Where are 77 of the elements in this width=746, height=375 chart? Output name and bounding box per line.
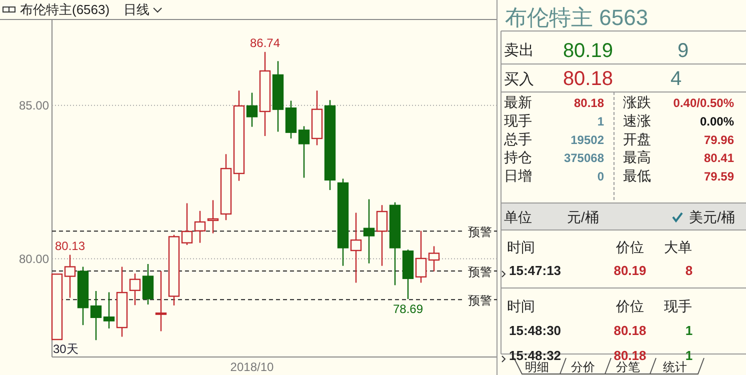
text: 卖出 — [504, 42, 534, 59]
text: 15:48:32 — [509, 348, 562, 363]
text: 持仓 — [504, 149, 532, 166]
text: 1 — [685, 348, 693, 363]
text: 美元/桶 — [689, 209, 735, 225]
text: 80.18 — [614, 323, 646, 338]
candlestick — [129, 272, 141, 306]
text: 1 — [597, 114, 604, 128]
annotation: 30天 — [53, 342, 78, 356]
x-tick-label: 2018/10 — [230, 360, 274, 374]
text: 80.19 — [562, 40, 613, 62]
annotation: 86.74 — [250, 36, 280, 50]
text: 分价 — [571, 360, 595, 374]
text: 15:47:13 — [509, 263, 562, 278]
text: 0.40/0.50% — [673, 96, 734, 110]
text: 80.18 — [614, 348, 646, 363]
candlestick — [64, 254, 76, 298]
text: 大单 — [664, 239, 692, 255]
candlestick — [350, 212, 362, 284]
candlestick — [194, 210, 206, 244]
text: 80.19 — [614, 263, 646, 278]
y-tick-label: 80.00 — [18, 252, 50, 266]
ref-line-label: 预警 — [468, 225, 492, 240]
text: 统计 — [663, 360, 687, 374]
text: 最低 — [623, 168, 651, 184]
text: 价位 — [615, 239, 644, 255]
text: 速涨 — [623, 112, 651, 128]
text: 79.96 — [704, 132, 734, 147]
annotation: 78.69 — [392, 302, 424, 316]
candlestick — [90, 290, 102, 341]
text: 日增 — [504, 168, 532, 184]
text: 79.59 — [704, 170, 734, 184]
text: 0 — [597, 170, 604, 184]
text: 19502 — [570, 132, 604, 147]
candlestick — [155, 270, 167, 332]
annotation: 80.13 — [54, 238, 86, 253]
chart-title: 布伦特主(6563) — [20, 2, 110, 17]
text: 最新 — [504, 94, 532, 110]
text: 元/桶 — [567, 209, 599, 225]
text: 0.00% — [700, 114, 734, 128]
candlestick — [181, 202, 193, 246]
ref-line-label: 预警 — [468, 265, 492, 280]
text: 现手 — [504, 112, 532, 128]
text: 价位 — [615, 298, 644, 314]
chart-subtitle: 日线 — [124, 2, 150, 17]
text: 现手 — [664, 298, 692, 314]
text: 买入 — [504, 71, 534, 88]
candlestick — [428, 246, 440, 272]
text: 分笔 — [616, 360, 640, 374]
candlestick — [207, 200, 219, 234]
text: 15:48:30 — [509, 323, 562, 338]
text: 4 — [670, 68, 682, 90]
candlestick — [246, 92, 258, 128]
text: 单位 — [504, 209, 532, 225]
text: 开盘 — [623, 130, 651, 147]
text: 布伦特主 6563 — [505, 5, 648, 30]
ref-line-label: 预警 — [468, 294, 492, 308]
text: 总手 — [503, 130, 532, 147]
candlestick — [298, 126, 310, 178]
text: 80.18 — [574, 96, 604, 110]
candlestick — [376, 204, 388, 266]
text: 最高 — [623, 149, 651, 166]
text: 9 — [677, 40, 689, 62]
candlestick — [415, 230, 427, 284]
text: 涨跌 — [623, 94, 651, 110]
y-tick-label: 85.00 — [18, 98, 50, 112]
text: 375068 — [564, 151, 604, 166]
text: 8 — [685, 263, 693, 278]
text: 时间 — [507, 239, 535, 255]
text: 80.18 — [562, 68, 613, 90]
text: 明细 — [525, 360, 549, 374]
text: 时间 — [507, 298, 535, 314]
candlestick — [142, 263, 154, 306]
text: 1 — [685, 323, 693, 338]
text: 80.41 — [704, 151, 734, 166]
candlestick — [103, 292, 115, 330]
candlestick — [363, 198, 375, 264]
